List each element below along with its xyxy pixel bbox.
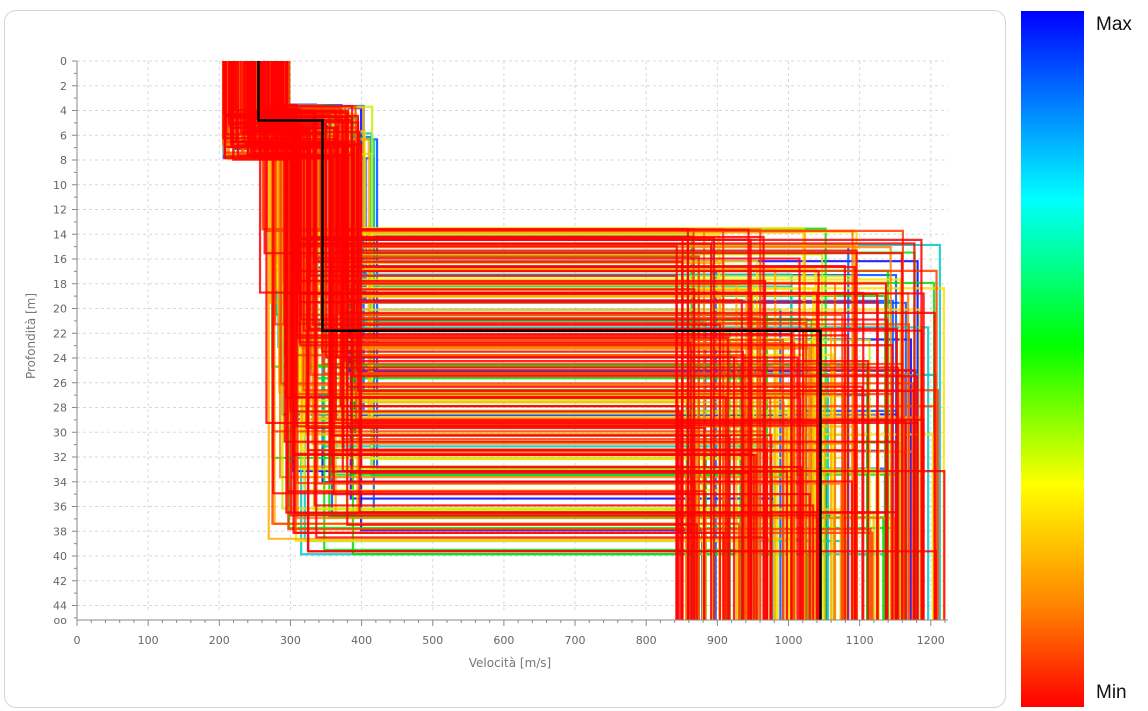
x-tick-label: 300 <box>280 634 301 647</box>
ensemble-profile <box>237 61 936 620</box>
colorbar-min-label: Min <box>1096 682 1127 703</box>
y-tick-label: 34 <box>53 476 67 489</box>
y-tick-label: 10 <box>53 179 67 192</box>
ensemble-profile <box>274 61 684 620</box>
y-tick-label: 8 <box>60 154 67 167</box>
y-tick-label: 22 <box>53 327 67 340</box>
x-tick-label: 1200 <box>917 634 945 647</box>
y-tick-label: 0 <box>60 55 67 68</box>
chart-axes <box>72 60 948 626</box>
ensemble-profile <box>281 61 689 620</box>
x-tick-label: 900 <box>707 634 728 647</box>
y-tick-label: 30 <box>53 426 67 439</box>
y-axis-label: Profondità [m] <box>24 293 38 379</box>
y-tick-label: 14 <box>53 228 67 241</box>
y-tick-label: 4 <box>60 105 67 118</box>
x-tick-label: 700 <box>565 634 586 647</box>
ensemble-profile <box>243 61 946 620</box>
ensemble-profile <box>281 61 694 620</box>
ensemble-profile <box>263 61 680 620</box>
x-tick-label: 200 <box>209 634 230 647</box>
chart-frame <box>4 10 1006 708</box>
y-tick-label: 32 <box>53 451 67 464</box>
x-tick-label: 1100 <box>846 634 874 647</box>
colorbar-max-label: Max <box>1096 14 1132 35</box>
best-profile-line <box>257 61 822 620</box>
y-tick-label: 6 <box>60 129 67 142</box>
y-tick-label: 36 <box>53 501 67 514</box>
y-tick-label: 38 <box>53 525 67 538</box>
y-tick-label: 20 <box>53 303 67 316</box>
y-tick-label: 40 <box>53 550 67 563</box>
x-tick-label: 800 <box>636 634 657 647</box>
x-tick-label: 500 <box>422 634 443 647</box>
best-profile-path <box>257 61 822 620</box>
ensemble-profiles <box>221 61 946 620</box>
y-tick-label-infinity: oo <box>54 614 68 627</box>
y-tick-labels: 0246810121416182022242628303234363840424… <box>53 55 67 627</box>
x-tick-label: 600 <box>493 634 514 647</box>
y-tick-label: 2 <box>60 80 67 93</box>
x-tick-labels: 0 100 200 300 400 500 600 700 800 900 1000 1100 1200 <box>74 634 945 647</box>
ensemble-profile <box>222 61 865 620</box>
x-tick-label: 0 <box>74 634 81 647</box>
y-tick-label: 18 <box>53 278 67 291</box>
y-tick-label: 16 <box>53 253 67 266</box>
y-tick-label: 12 <box>53 204 67 217</box>
y-tick-label: 44 <box>53 600 67 613</box>
y-tick-label: 26 <box>53 377 67 390</box>
ensemble-profile <box>228 61 903 620</box>
y-tick-label: 28 <box>53 402 67 415</box>
ensemble-profile <box>239 61 706 620</box>
ensemble-profile <box>230 61 853 620</box>
colorbar <box>1021 11 1084 707</box>
velocity-profile-chart: 0 100 200 300 400 500 600 700 800 900 1000 1100 1200… <box>24 55 948 670</box>
x-axis-label: Velocità [m/s] <box>469 656 552 670</box>
ensemble-profile <box>265 61 924 620</box>
ensemble-profile <box>271 61 888 620</box>
y-tick-label: 42 <box>53 575 67 588</box>
x-tick-label: 1000 <box>775 634 803 647</box>
x-tick-label: 400 <box>351 634 372 647</box>
ensemble-profile <box>246 61 678 620</box>
x-tick-label: 100 <box>138 634 159 647</box>
y-tick-label: 24 <box>53 352 67 365</box>
